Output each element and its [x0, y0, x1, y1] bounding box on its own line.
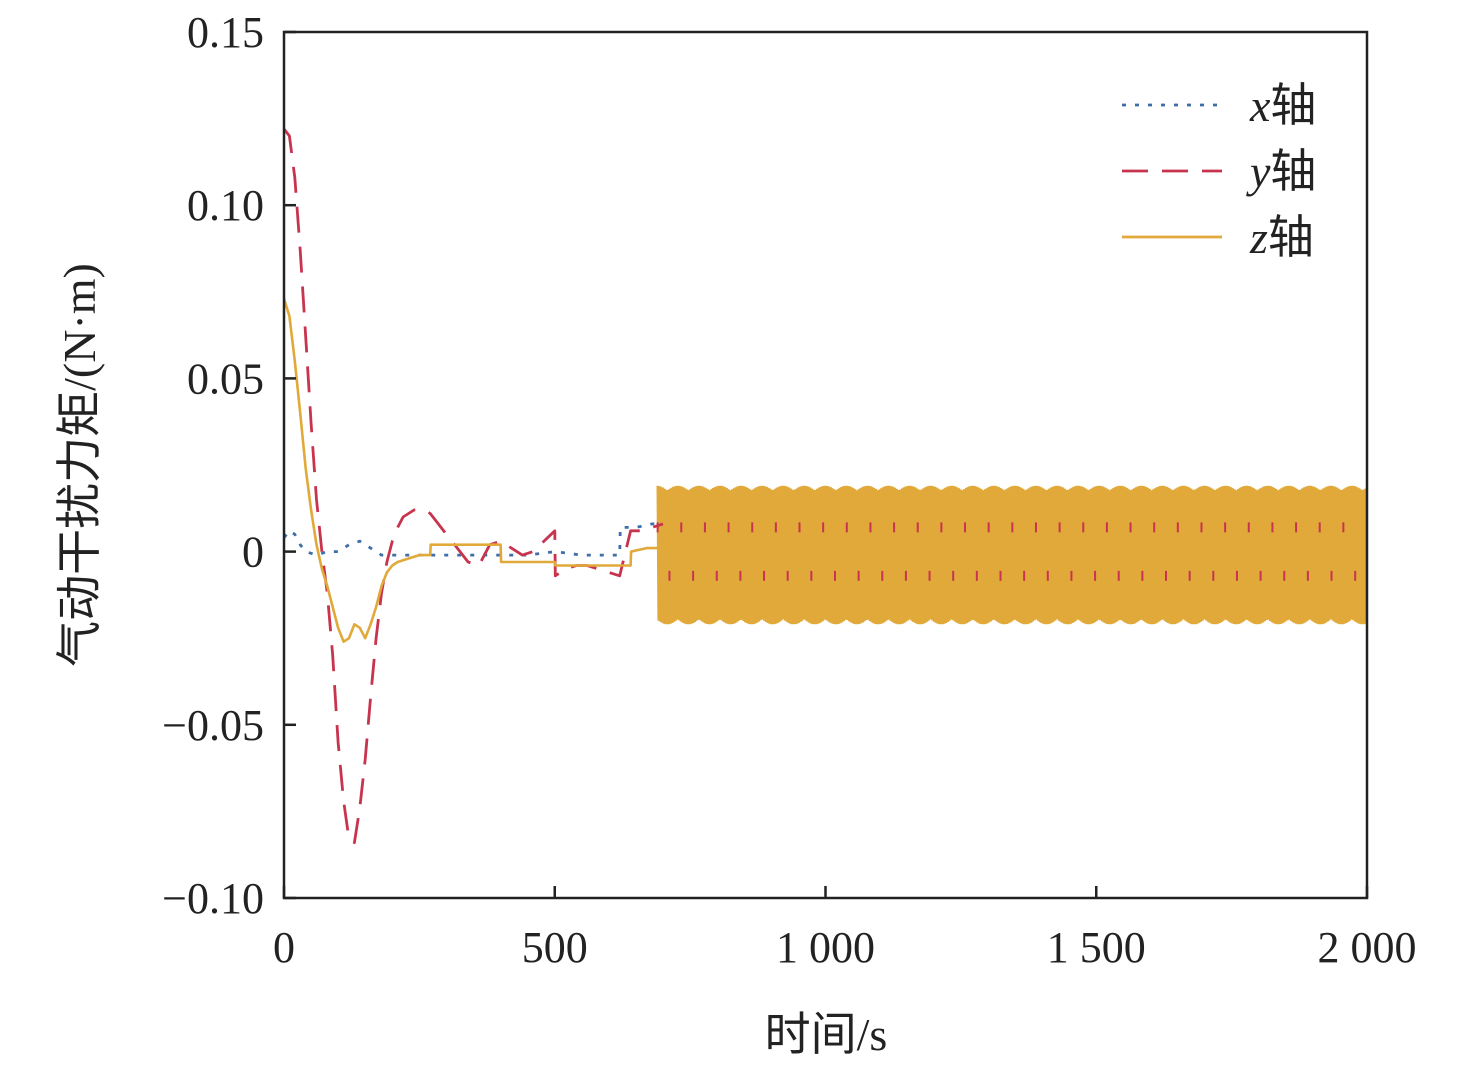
- y-tick-label: 0: [242, 528, 264, 577]
- x-tick-label: 1 000: [776, 923, 875, 972]
- y-tick-label: −0.10: [162, 874, 264, 923]
- legend-var: y: [1246, 146, 1271, 197]
- y-tick-label: −0.05: [162, 701, 264, 750]
- plot-frame: [282, 30, 1369, 900]
- y-tick-label: 0.15: [187, 8, 264, 57]
- y-axis-title: 气动干扰力矩/(N·m): [54, 263, 105, 667]
- x-tick-label: 500: [522, 923, 588, 972]
- x-axis-title: 时间/s: [765, 1009, 888, 1060]
- legend-label-z: z轴: [1249, 212, 1314, 263]
- x-series-line: [284, 522, 663, 557]
- legend-var: x: [1249, 80, 1271, 131]
- legend-suffix: 轴: [1270, 146, 1316, 197]
- legend-var: z: [1249, 212, 1268, 263]
- x-tick-label: 2 000: [1318, 923, 1417, 972]
- legend-label-y: y轴: [1246, 146, 1316, 197]
- x-axis-ticks: 0 500 1 000 1 500 2 000: [273, 886, 1417, 972]
- y-tick-label: 0.10: [187, 181, 264, 230]
- legend-suffix: 轴: [1270, 80, 1316, 131]
- oscillation-band: [656, 485, 1367, 625]
- legend-suffix: 轴: [1268, 212, 1314, 263]
- legend-label-x: x轴: [1249, 80, 1316, 131]
- y-tick-label: 0.05: [187, 354, 264, 403]
- x-tick-label: 0: [273, 923, 295, 972]
- y-series-line: [284, 128, 664, 844]
- x-tick-label: 1 500: [1047, 923, 1146, 972]
- plot-area: [284, 128, 1367, 844]
- z-series-line: [284, 298, 663, 644]
- y-axis-ticks: −0.10 −0.05 0 0.05 0.10 0.15: [162, 8, 296, 923]
